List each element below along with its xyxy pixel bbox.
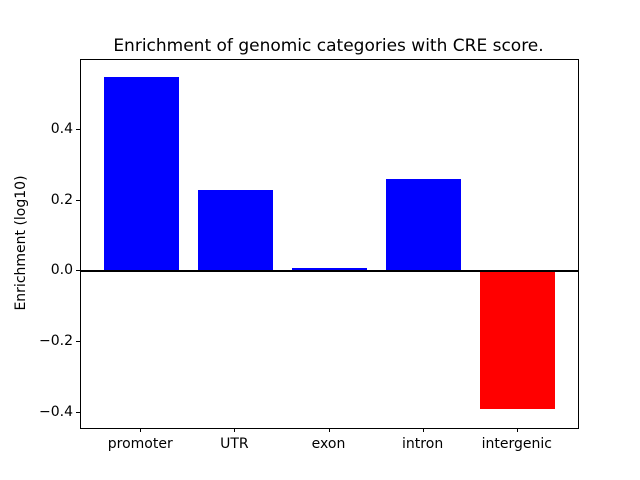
y-tick-mark (76, 270, 80, 272)
y-tick-label: −0.4 (39, 403, 73, 420)
x-tick-mark (516, 428, 518, 432)
bar-intron (385, 179, 462, 272)
y-tick-mark (76, 128, 80, 130)
y-tick-label: 0.2 (50, 191, 73, 208)
plot-area (80, 59, 579, 429)
bar-promoter (103, 76, 179, 272)
x-tick-mark (328, 428, 330, 432)
x-tick-mark (234, 428, 236, 432)
x-tick-label-exon: exon (311, 436, 346, 452)
bar-exon (291, 267, 368, 272)
y-tick-mark (76, 199, 80, 201)
bar-intergenic (480, 271, 556, 410)
x-tick-mark (140, 428, 142, 432)
y-tick-label: −0.2 (39, 333, 73, 350)
y-tick-label: 0.4 (50, 120, 73, 137)
y-tick-mark (76, 341, 80, 343)
x-tick-label-intergenic: intergenic (481, 436, 552, 452)
x-tick-label-UTR: UTR (220, 436, 249, 452)
zero-line (81, 270, 578, 273)
x-tick-mark (422, 428, 424, 432)
bar-UTR (197, 190, 274, 272)
x-tick-label-intron: intron (402, 436, 444, 452)
chart-title: Enrichment of genomic categories with CR… (113, 36, 544, 56)
y-tick-label: 0.0 (50, 262, 73, 279)
x-tick-label-promoter: promoter (107, 436, 173, 452)
y-tick-mark (76, 411, 80, 413)
